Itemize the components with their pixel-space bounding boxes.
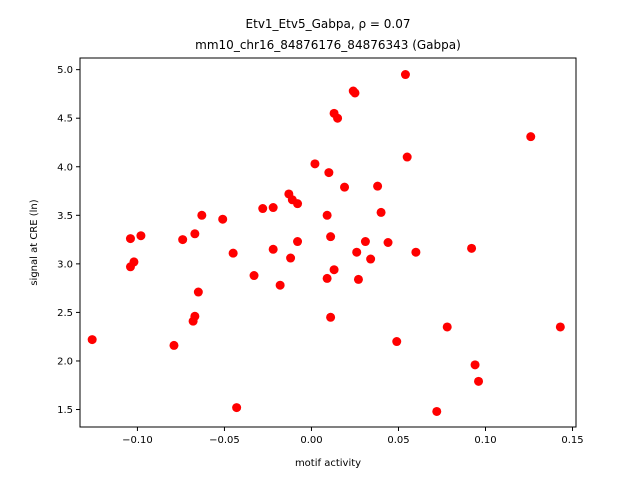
data-point-47 bbox=[411, 247, 421, 257]
y-tick-label: 5.0 bbox=[57, 65, 73, 76]
data-point-50 bbox=[467, 243, 477, 253]
x-tick-label: −0.10 bbox=[122, 435, 153, 446]
x-tick-label: 0.15 bbox=[561, 435, 583, 446]
data-point-43 bbox=[383, 238, 393, 247]
data-point-12 bbox=[218, 214, 228, 224]
data-point-0 bbox=[87, 335, 97, 345]
data-point-29 bbox=[326, 232, 336, 242]
y-tick-label: 4.5 bbox=[57, 114, 73, 125]
data-point-3 bbox=[129, 257, 139, 267]
data-point-38 bbox=[353, 274, 363, 284]
data-point-34 bbox=[340, 182, 350, 192]
data-point-23 bbox=[293, 199, 303, 209]
data-point-8 bbox=[190, 311, 200, 321]
data-point-26 bbox=[322, 210, 332, 220]
data-point-40 bbox=[366, 254, 376, 264]
x-tick-label: −0.05 bbox=[209, 435, 240, 446]
data-point-36 bbox=[350, 88, 360, 98]
data-point-5 bbox=[169, 340, 179, 350]
data-point-10 bbox=[193, 287, 203, 297]
data-point-52 bbox=[474, 376, 484, 386]
data-point-14 bbox=[232, 403, 242, 413]
y-tick-label: 1.5 bbox=[57, 405, 73, 416]
data-point-51 bbox=[470, 360, 480, 370]
data-point-42 bbox=[376, 207, 386, 217]
data-point-28 bbox=[324, 168, 334, 178]
data-point-54 bbox=[555, 322, 565, 332]
data-point-39 bbox=[360, 237, 370, 247]
data-point-41 bbox=[373, 181, 383, 191]
data-point-4 bbox=[136, 231, 146, 241]
data-point-31 bbox=[329, 265, 339, 275]
data-point-44 bbox=[392, 337, 402, 347]
y-axis-ticks: 1.5 2.0 2.5 3.0 3.5 4.0 4.5 5.0 bbox=[57, 65, 80, 416]
data-point-15 bbox=[249, 271, 259, 281]
x-tick-label: 0.10 bbox=[474, 435, 496, 446]
data-point-30 bbox=[326, 312, 336, 322]
y-tick-label: 4.0 bbox=[57, 162, 73, 173]
chart-title-line2: mm10_chr16_84876176_84876343 (Gabpa) bbox=[195, 38, 461, 52]
data-point-13 bbox=[228, 248, 238, 258]
data-point-9 bbox=[190, 229, 200, 239]
data-point-48 bbox=[432, 406, 442, 416]
data-point-45 bbox=[400, 70, 410, 80]
data-point-33 bbox=[333, 113, 343, 123]
data-point-25 bbox=[310, 159, 320, 169]
data-point-21 bbox=[286, 253, 296, 263]
y-tick-label: 2.5 bbox=[57, 308, 73, 319]
data-point-16 bbox=[258, 204, 268, 214]
data-point-19 bbox=[275, 280, 285, 290]
y-tick-label: 3.5 bbox=[57, 211, 73, 222]
x-tick-label: 0.05 bbox=[387, 435, 409, 446]
data-point-53 bbox=[526, 132, 536, 142]
data-point-1 bbox=[125, 234, 135, 244]
x-axis-label: motif activity bbox=[295, 458, 361, 469]
y-tick-label: 3.0 bbox=[57, 259, 73, 270]
x-axis-ticks: −0.10 −0.05 0.00 0.05 0.10 0.15 bbox=[122, 427, 584, 446]
data-point-18 bbox=[268, 203, 278, 213]
data-point-46 bbox=[402, 152, 412, 162]
chart-title-line1: Etv1_Etv5_Gabpa, ρ = 0.07 bbox=[246, 17, 411, 31]
data-point-24 bbox=[293, 237, 303, 247]
y-axis-label: signal at CRE (ln) bbox=[29, 199, 40, 285]
y-tick-label: 2.0 bbox=[57, 356, 73, 367]
data-point-49 bbox=[442, 322, 452, 332]
x-tick-label: 0.00 bbox=[300, 435, 322, 446]
data-point-11 bbox=[197, 210, 207, 220]
data-point-27 bbox=[322, 273, 332, 283]
data-point-17 bbox=[268, 244, 278, 254]
data-point-6 bbox=[178, 235, 188, 245]
data-point-37 bbox=[352, 247, 362, 257]
plot-area-frame bbox=[79, 57, 577, 428]
data-points bbox=[87, 70, 565, 416]
